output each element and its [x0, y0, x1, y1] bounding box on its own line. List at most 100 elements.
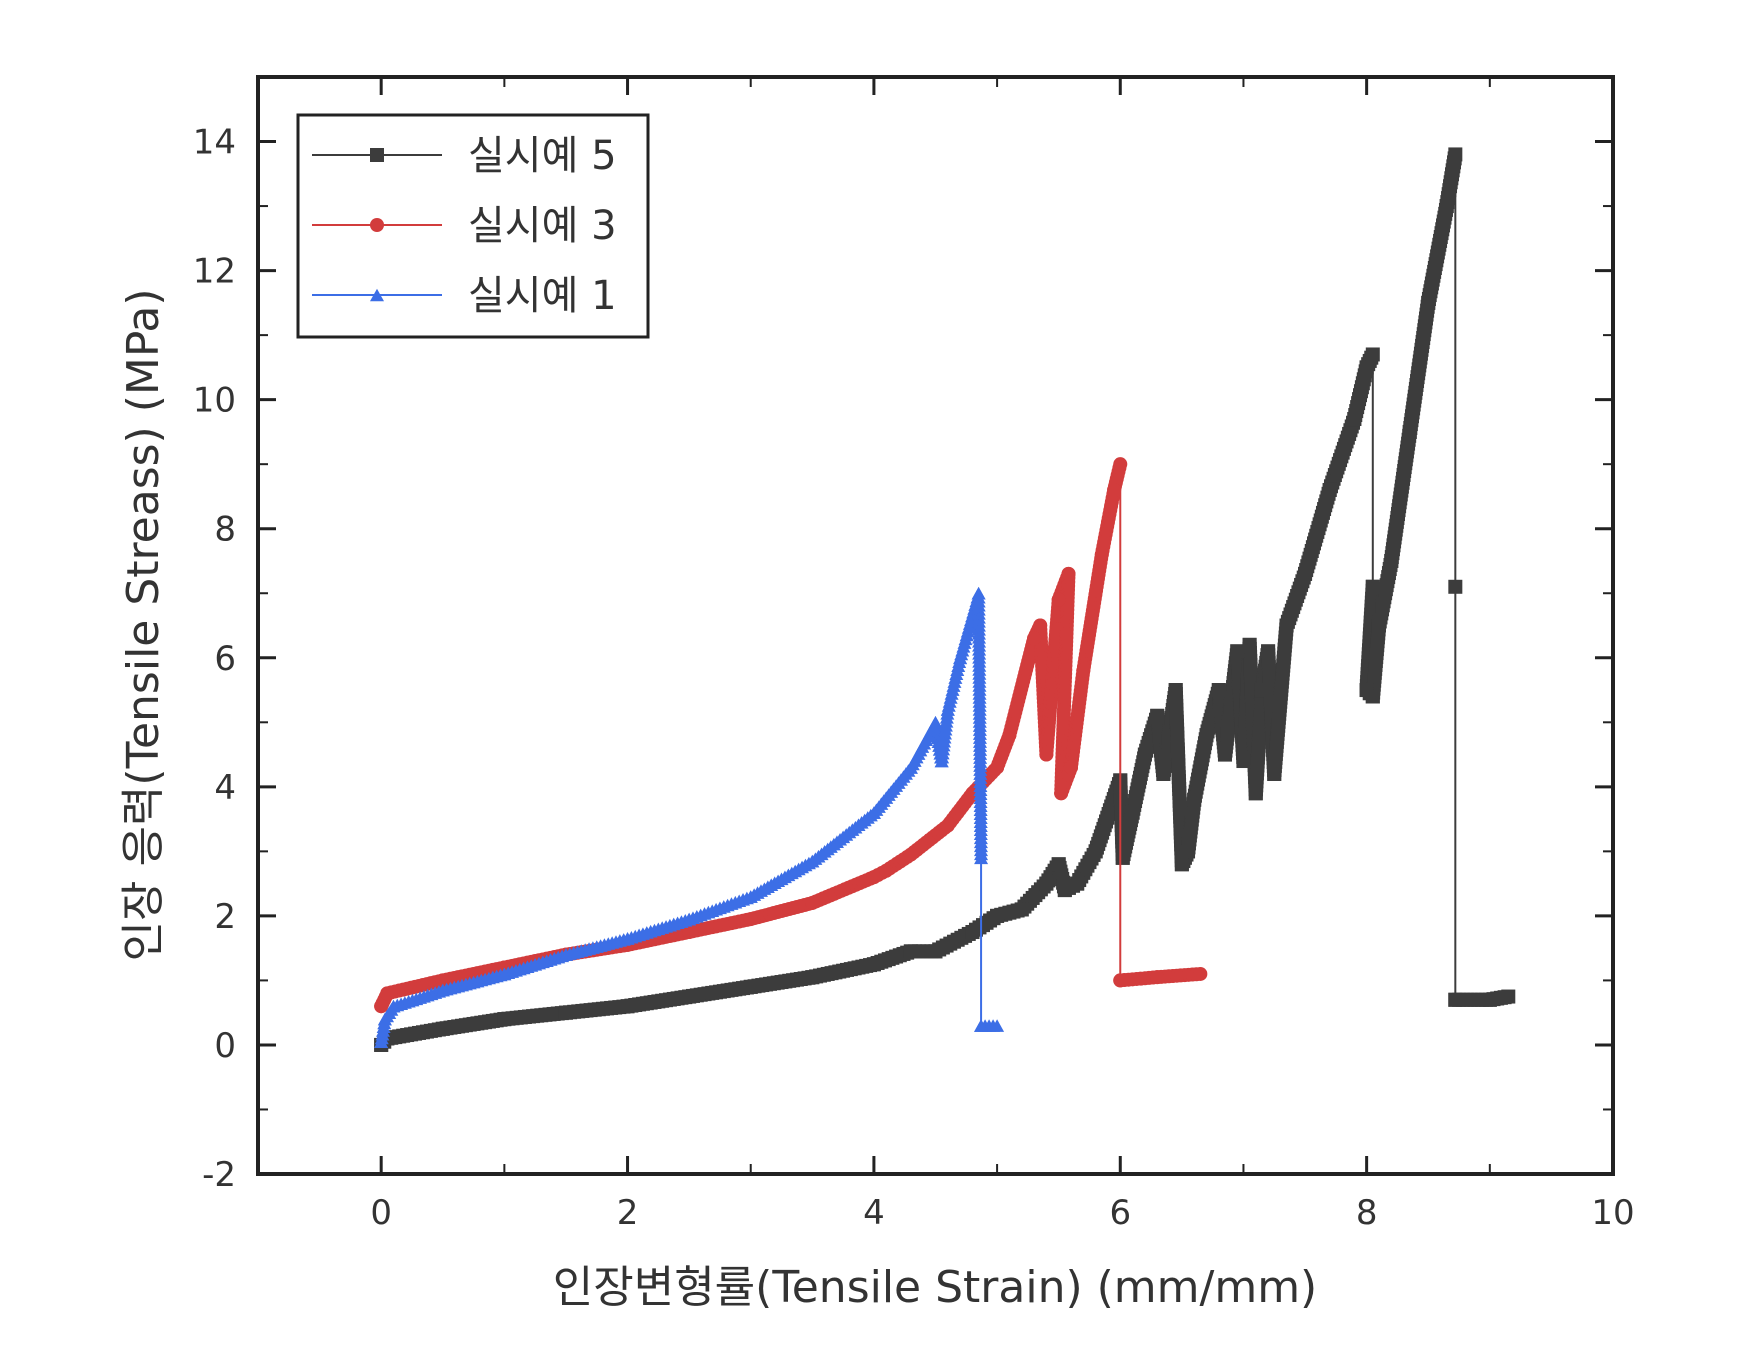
- data-point: [1094, 547, 1109, 562]
- data-point: [971, 586, 986, 600]
- data-point: [1448, 147, 1463, 162]
- data-point: [1039, 876, 1054, 891]
- data-point: [1070, 876, 1085, 891]
- data-point: [1298, 566, 1313, 581]
- data-point: [620, 999, 635, 1014]
- data-point: [1501, 989, 1516, 1004]
- data-point: [974, 1019, 989, 1032]
- data-point: [1365, 579, 1380, 594]
- x-tick-label: 10: [1591, 1193, 1634, 1233]
- data-point: [1347, 412, 1362, 427]
- y-tick-label: 4: [214, 768, 236, 808]
- data-point: [1115, 850, 1130, 865]
- data-point: [1150, 708, 1165, 723]
- x-tick-label: 6: [1109, 1193, 1131, 1233]
- data-point: [940, 818, 955, 833]
- data-point: [1137, 747, 1152, 762]
- data-point: [1150, 970, 1165, 985]
- data-point: [497, 1012, 512, 1027]
- y-tick-label: 14: [193, 123, 236, 163]
- data-point: [990, 908, 1005, 923]
- data-point: [682, 912, 697, 926]
- y-tick-label: -2: [202, 1155, 236, 1195]
- y-tick-label: 6: [214, 639, 236, 679]
- data-point: [435, 983, 450, 997]
- data-point: [1057, 883, 1072, 898]
- data-point: [903, 847, 918, 862]
- data-point: [1125, 805, 1140, 820]
- legend: 실시예 5 실시예 3 실시예 1: [296, 113, 650, 339]
- y-tick-label: 2: [214, 897, 236, 937]
- series-3: [374, 586, 1005, 1049]
- data-point: [990, 760, 1005, 775]
- data-point: [1439, 199, 1454, 214]
- y-axis-ticks: -2 0 2 4 6 8 10 12 14: [193, 123, 1613, 1195]
- data-point: [1174, 857, 1189, 872]
- data-point: [934, 754, 949, 768]
- data-point: [1033, 618, 1048, 633]
- data-point: [903, 761, 918, 774]
- data-point: [1211, 683, 1226, 698]
- data-point: [1061, 566, 1076, 581]
- data-point: [743, 890, 758, 903]
- data-point: [1014, 902, 1029, 917]
- data-point: [1054, 786, 1069, 801]
- y-tick-label: 8: [214, 510, 236, 550]
- data-point: [1371, 618, 1386, 633]
- data-point: [620, 932, 635, 945]
- data-point: [1261, 644, 1276, 659]
- data-point: [940, 703, 955, 716]
- data-point: [1322, 482, 1337, 497]
- data-point: [435, 1021, 450, 1036]
- data-point: [1113, 973, 1128, 988]
- legend-label: 실시예 3: [468, 203, 617, 249]
- y-tick-label: 12: [193, 252, 236, 292]
- data-point: [374, 1035, 389, 1049]
- series-2: [374, 457, 1208, 1014]
- data-point: [1365, 347, 1380, 362]
- x-axis-ticks: 0 2 4 6 8 10: [257, 77, 1635, 1233]
- data-point: [1384, 553, 1399, 568]
- data-point: [558, 1005, 573, 1020]
- data-point: [1421, 295, 1436, 310]
- data-point: [866, 806, 881, 819]
- data-point: [1113, 457, 1128, 472]
- data-point: [682, 925, 697, 940]
- data-point: [866, 957, 881, 972]
- data-point: [1051, 592, 1066, 607]
- data-point: [743, 912, 758, 927]
- y-tick-label: 0: [214, 1026, 236, 1066]
- data-point: [380, 986, 395, 1001]
- data-point: [497, 967, 512, 981]
- data-point: [386, 999, 401, 1013]
- data-point: [1448, 992, 1463, 1007]
- data-point: [377, 1012, 392, 1026]
- data-point: [1027, 631, 1042, 646]
- data-point: [1156, 766, 1171, 781]
- data-point: [928, 944, 943, 959]
- plot-frame: [256, 75, 1615, 1176]
- data-point: [1181, 844, 1196, 859]
- data-point: [805, 970, 820, 985]
- data-point: [903, 944, 918, 959]
- data-point: [1279, 618, 1294, 633]
- data-point: [1254, 683, 1269, 698]
- data-point: [1002, 728, 1017, 743]
- legend-label: 실시예 5: [468, 133, 617, 179]
- x-axis-title: 인장변형률(Tensile Strain) (mm/mm): [553, 1262, 1317, 1313]
- data-point: [1267, 766, 1282, 781]
- y-axis-title: 인장 응력(Tensile Streass) (MPa): [118, 288, 169, 961]
- data-point: [1242, 637, 1257, 652]
- data-point: [743, 979, 758, 994]
- series-layer: [374, 147, 1516, 1052]
- data-point: [1365, 689, 1380, 704]
- x-tick-label: 4: [863, 1193, 885, 1233]
- data-point: [1359, 360, 1374, 375]
- data-point: [1187, 792, 1202, 807]
- data-point: [682, 989, 697, 1004]
- data-point: [1039, 747, 1054, 762]
- data-point: [953, 651, 968, 665]
- series-1: [374, 147, 1516, 1052]
- data-point: [1236, 754, 1251, 769]
- data-point: [928, 715, 943, 729]
